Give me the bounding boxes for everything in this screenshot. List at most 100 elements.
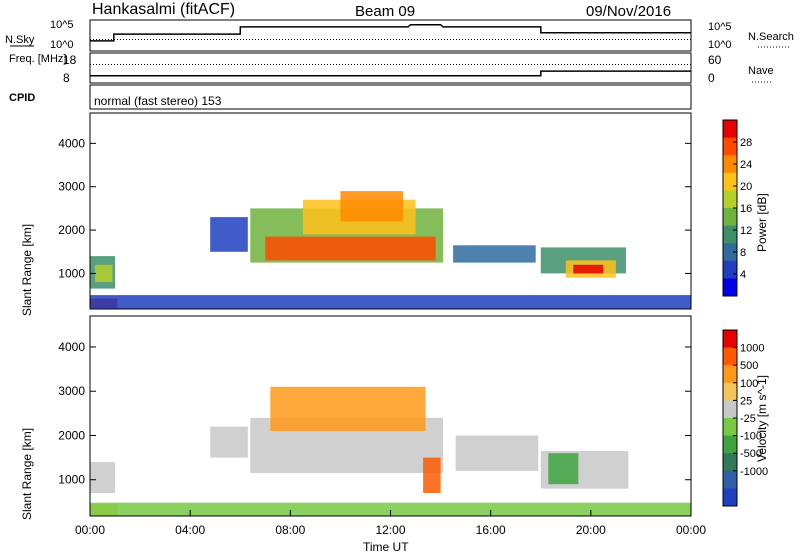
freq-left-label: Freq. [MHz]: [9, 53, 66, 65]
velocity-region-9: [90, 502, 691, 516]
freq-left-tick-bottom: 8: [63, 71, 70, 85]
velocity-cbar-label: Velocity [m s^-1]: [755, 375, 769, 462]
velocity-colorbar: 1000 500 100 25 -25 -100 -500 -1000: [722, 329, 768, 507]
power-cbar-tick-label-5: 24: [740, 159, 752, 171]
x-tick-label-5: 20:00: [576, 523, 606, 537]
velocity-cbar-tick-label-0: 1000: [740, 343, 764, 355]
power-ytick-label-3: 4000: [58, 136, 85, 150]
cpid-value: normal (fast stereo) 153: [94, 94, 222, 108]
velocity-cbar-swatch-7: [723, 453, 737, 472]
x-tick-label-0: 00:00: [75, 523, 105, 537]
power-cbar-swatch-9: [723, 278, 737, 297]
power-cbar-tick-label-2: 12: [740, 225, 752, 237]
power-cbar-swatch-1: [723, 137, 737, 156]
velocity-cbar-swatch-2: [723, 365, 737, 384]
x-tick-label-6: 00:00: [676, 523, 706, 537]
freq-panel: Freq. [MHz] 18 8 60 0 Nave: [9, 52, 774, 85]
noise-right-tick-bottom: 10^0: [708, 39, 732, 51]
x-tick-label-3: 12:00: [375, 523, 405, 537]
cpid-label: CPID: [9, 92, 35, 104]
velocity-cbar-tick-label-2: 100: [740, 378, 758, 390]
power-cbar-tick-label-3: 16: [740, 203, 752, 215]
velocity-region-5: [423, 457, 441, 493]
velocity-ytick-label-3: 4000: [58, 340, 85, 354]
power-region-11: [573, 264, 604, 274]
power-region-12: [90, 295, 691, 309]
velocity-region-2: [210, 426, 248, 458]
power-ytick-label-0: 1000: [58, 266, 85, 280]
power-cbar-swatch-6: [723, 225, 737, 244]
velocity-y-axis: 1000 2000 3000 4000: [58, 340, 691, 487]
velocity-cbar-swatch-4: [723, 400, 737, 419]
power-region-8: [453, 245, 536, 263]
velocity-cbar-swatch-5: [723, 418, 737, 437]
velocity-cbar-swatch-8: [723, 470, 737, 489]
velocity-cbar-swatch-0: [723, 330, 737, 349]
power-cbar-swatch-0: [723, 120, 737, 139]
noise-panel-frame: [89, 19, 692, 52]
noise-panel: N.Sky 10^5 10^0 10^5 10^0 N.Search: [5, 19, 794, 52]
freq-right-tick-bottom: 0: [708, 71, 715, 85]
velocity-region-6: [455, 435, 539, 471]
noise-right-label: N.Search: [748, 31, 794, 43]
power-cbar-swatch-3: [723, 172, 737, 191]
beam-title: Beam 09: [355, 3, 415, 20]
x-tick-label-1: 04:00: [175, 523, 205, 537]
freq-right-label: Nave: [748, 65, 774, 77]
noise-left-label: N.Sky: [5, 34, 35, 46]
power-cbar-swatch-5: [723, 208, 737, 227]
power-y-axis: 1000 2000 3000 4000: [58, 136, 691, 280]
velocity-cbar-tick-label-4: -25: [740, 413, 756, 425]
station-title: Hankasalmi (fitACF): [92, 1, 235, 18]
power-region-3: [210, 217, 248, 252]
power-cbar-tick-label-4: 20: [740, 181, 752, 193]
noise-left-tick-top: 10^5: [50, 19, 74, 31]
power-cbar-tick-label-1: 8: [740, 247, 746, 259]
noise-left-tick-bottom: 10^0: [50, 39, 74, 51]
velocity-region-1: [90, 462, 115, 493]
velocity-ytick-label-0: 1000: [58, 473, 85, 487]
velocity-cbar-tick-label-1: 500: [740, 360, 758, 372]
velocity-ytick-label-1: 2000: [58, 428, 85, 442]
power-panel-frame: [89, 112, 692, 310]
power-colorbar: 4 8 12 16 20 24 28: [722, 119, 752, 297]
velocity-region-4: [270, 386, 426, 431]
power-data-layer: [90, 191, 691, 309]
freq-series: [90, 70, 691, 77]
power-cbar-swatch-7: [723, 243, 737, 262]
velocity-cbar-tick-label-3: 25: [740, 395, 752, 407]
power-ylabel: Slant Range [km]: [20, 224, 34, 316]
freq-right-tick-top: 60: [708, 53, 722, 67]
power-cbar-swatch-4: [723, 190, 737, 209]
date-title: 09/Nov/2016: [586, 3, 671, 20]
sky-noise-series: [90, 23, 691, 42]
velocity-cbar-swatch-6: [723, 435, 737, 454]
x-tick-label-4: 16:00: [476, 523, 506, 537]
power-ytick-label-2: 3000: [58, 180, 85, 194]
power-cbar-tick-label-6: 28: [740, 137, 752, 149]
freq-panel-frame: [89, 52, 692, 84]
x-tick-label-2: 08:00: [275, 523, 305, 537]
power-region-2: [95, 264, 113, 283]
velocity-cbar-swatch-9: [723, 488, 737, 507]
power-ytick-label-1: 2000: [58, 223, 85, 237]
velocity-ytick-label-2: 3000: [58, 384, 85, 398]
power-region-5: [265, 236, 436, 261]
power-cbar-tick-label-0: 4: [740, 269, 746, 281]
velocity-cbar-tick-label-7: -1000: [740, 466, 768, 478]
cpid-panel: CPID normal (fast stereo) 153: [9, 84, 692, 110]
cpid-panel-frame: [89, 84, 692, 110]
noise-right-tick-top: 10^5: [708, 21, 732, 33]
power-panel: 1000 2000 3000 4000 Slant Range [km] 4 8 12 16…: [20, 112, 769, 316]
power-cbar-label: Power [dB]: [755, 193, 769, 252]
velocity-panel: 1000 2000 3000 4000 Slant Range [km] 1000 50…: [20, 315, 769, 554]
time-x-axis: 00:00 04:00 08:00 12:00 16:00 20:00 00:00: [75, 510, 706, 537]
freq-left-tick-top: 18: [63, 53, 77, 67]
velocity-cbar-tick-label-5: -100: [740, 431, 762, 443]
velocity-data-layer: [90, 386, 691, 516]
velocity-region-8: [548, 453, 579, 485]
power-region-7: [340, 191, 403, 222]
velocity-cbar-tick-label-6: -500: [740, 448, 762, 460]
